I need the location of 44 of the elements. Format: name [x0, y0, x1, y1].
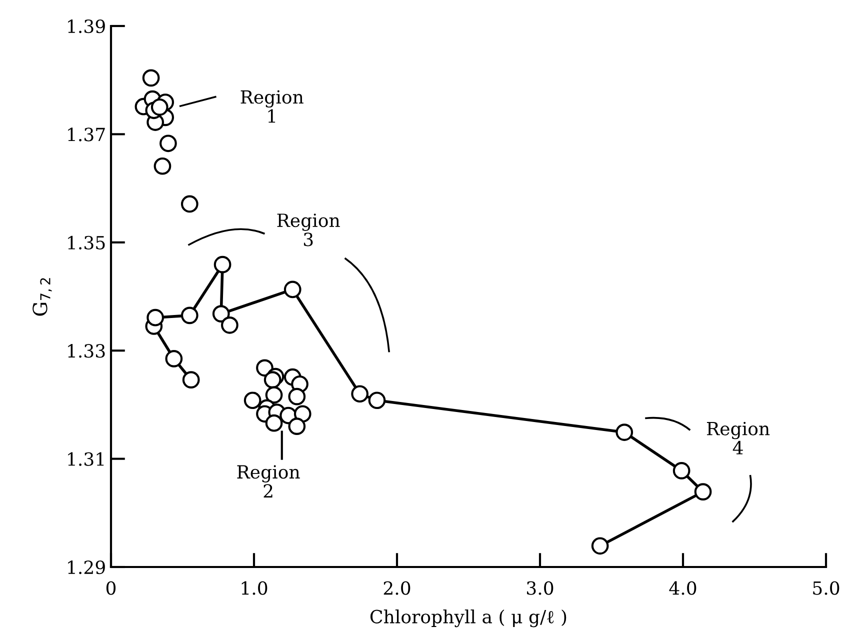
point [288, 388, 306, 406]
x-tick-label: 4.0 [669, 581, 696, 595]
x-tick-label: 2.0 [384, 581, 410, 595]
point [294, 405, 312, 423]
point [165, 350, 183, 368]
point [221, 316, 238, 334]
y-tick-label: 1.33 [68, 344, 105, 358]
point [591, 537, 609, 555]
y-axis-title: G$_{7,2}$ [32, 278, 52, 316]
point [284, 280, 302, 298]
x-tick-label: 5.0 [813, 581, 840, 595]
point [694, 483, 712, 500]
point [616, 424, 634, 441]
point [368, 392, 386, 410]
point [180, 195, 198, 213]
annotation: Region 4 [706, 422, 770, 454]
x-tick-label: 0 [106, 581, 116, 595]
point [154, 157, 172, 175]
point [182, 371, 200, 388]
y-tick-label: 1.39 [68, 19, 105, 34]
x-tick-label: 3.0 [527, 581, 554, 595]
point [265, 386, 283, 404]
y-tick-label: 1.29 [68, 560, 105, 574]
point [351, 385, 369, 403]
point [244, 392, 262, 410]
annotation: Region 1 [240, 90, 304, 123]
x-axis-title: Chlorophyll a ( μ g/ℓ ) [370, 609, 566, 628]
point [288, 418, 306, 436]
x-tick-label: 1.0 [242, 581, 268, 595]
point [180, 306, 198, 324]
annotation: Region 3 [277, 214, 340, 246]
point [264, 371, 282, 388]
point [672, 462, 690, 480]
point [214, 256, 232, 274]
point [146, 308, 164, 326]
annotation: Region 2 [237, 465, 300, 498]
point [265, 414, 283, 432]
point [160, 134, 177, 152]
point [150, 98, 168, 116]
y-tick-label: 1.35 [68, 236, 105, 250]
point [142, 69, 160, 87]
point [212, 305, 230, 322]
y-tick-label: 1.37 [68, 128, 105, 142]
y-tick-label: 1.31 [68, 452, 104, 466]
